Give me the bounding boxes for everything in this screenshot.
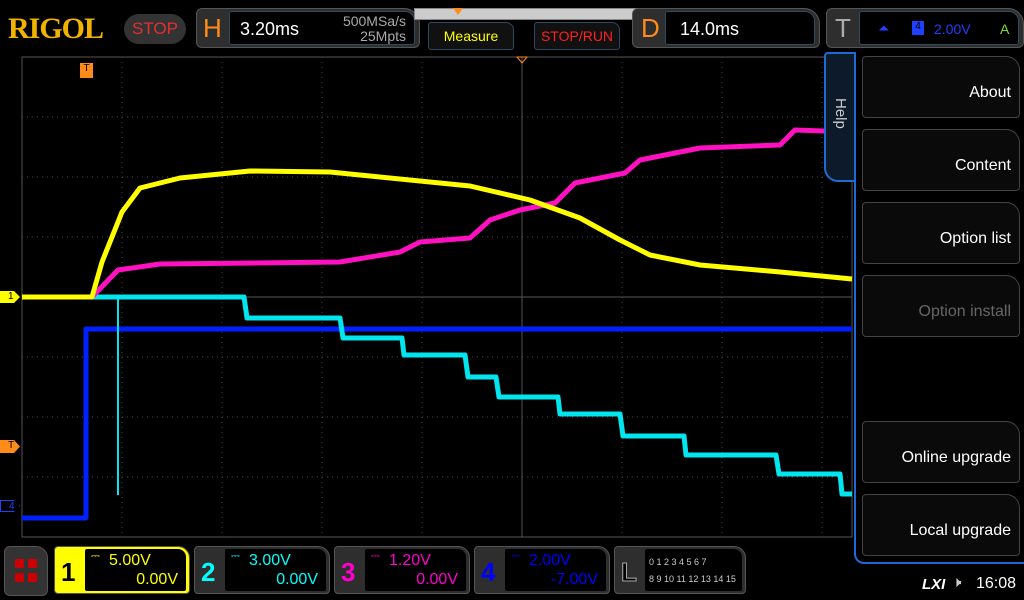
dc-coupling-icon: ⎓ bbox=[91, 550, 100, 562]
d-label: D bbox=[641, 13, 660, 43]
memory-depth: 25Mpts bbox=[360, 28, 406, 44]
timebase: 3.20ms bbox=[240, 19, 300, 39]
dc-coupling-icon: ⎓ bbox=[511, 550, 520, 562]
trigger-point-icon bbox=[515, 56, 529, 64]
menu-item-online-upgrade[interactable]: Online upgrade bbox=[862, 421, 1020, 483]
ch4-trace bbox=[22, 326, 852, 521]
channel-4-panel[interactable]: 4 ⎓ 2.00V -7.00V bbox=[474, 546, 610, 594]
ch4-offset-marker[interactable]: 4 bbox=[0, 500, 20, 512]
run-state-badge[interactable]: STOP bbox=[124, 14, 186, 44]
menu-item-about[interactable]: About bbox=[862, 56, 1020, 118]
clock: 16:08 bbox=[976, 575, 1017, 592]
channel-offset: -7.00V bbox=[550, 571, 598, 588]
delay-value: 14.0ms bbox=[680, 19, 740, 39]
sample-rate: 500MSa/s bbox=[342, 13, 406, 29]
channel-offset: 0.00V bbox=[276, 571, 318, 588]
ch2-trace bbox=[22, 294, 852, 497]
channel-number: 1 bbox=[61, 557, 76, 587]
dc-coupling-icon: ⎓ bbox=[371, 550, 380, 562]
channel-number: 2 bbox=[201, 557, 216, 587]
rigol-logo: RIGOL bbox=[8, 12, 104, 45]
logic-channels-8-15: 8 9 10 11 12 13 14 15 bbox=[649, 574, 736, 584]
t-label: T bbox=[835, 13, 851, 43]
menu-item-option-list[interactable]: Option list bbox=[862, 202, 1020, 264]
help-tab[interactable]: Help bbox=[824, 52, 856, 182]
channel-1-panel[interactable]: 1 ⎓ 5.00V 0.00V bbox=[54, 546, 190, 594]
channel-offset: 0.00V bbox=[416, 571, 458, 588]
ch4-icon: 4 bbox=[912, 21, 924, 35]
logic-channels-0-7: 0 1 2 3 4 5 6 7 bbox=[649, 557, 707, 567]
menu-item-local-upgrade[interactable]: Local upgrade bbox=[862, 494, 1020, 556]
channel-offset: 0.00V bbox=[136, 571, 178, 588]
trigger-panel[interactable]: T ⏶ 4 2.00V A bbox=[826, 8, 1024, 48]
trigger-time-marker[interactable]: T bbox=[80, 63, 93, 78]
ch1-offset-marker[interactable]: 1 bbox=[0, 291, 20, 303]
delay-panel[interactable]: D 14.0ms bbox=[632, 8, 820, 48]
speaker-muted-icon[interactable]: 🕨 bbox=[952, 574, 962, 591]
channel-scale: 2.00V bbox=[529, 552, 571, 569]
measure-button[interactable]: Measure bbox=[428, 22, 514, 50]
channel-scale: 5.00V bbox=[109, 552, 151, 569]
lxi-icon: LXI bbox=[922, 576, 946, 593]
dc-coupling-icon: ⎓ bbox=[231, 550, 240, 562]
menu-item-option-install: Option install bbox=[862, 275, 1020, 337]
h-label: H bbox=[203, 13, 222, 43]
menu-item-content[interactable]: Content bbox=[862, 129, 1020, 191]
ch1-trace bbox=[22, 168, 853, 300]
horizontal-panel[interactable]: H 3.20ms 500MSa/s 25Mpts bbox=[196, 8, 420, 48]
help-tab-label: Help bbox=[832, 98, 849, 129]
channel-2-panel[interactable]: 2 ⎓ 3.00V 0.00V bbox=[194, 546, 330, 594]
channel-3-panel[interactable]: 3 ⎓ 1.20V 0.00V bbox=[334, 546, 470, 594]
stop-run-button[interactable]: STOP/RUN bbox=[534, 22, 620, 50]
logic-label: L bbox=[621, 557, 638, 588]
logic-panel[interactable]: L 0 1 2 3 4 5 6 7 8 9 10 11 12 13 14 15 bbox=[614, 546, 746, 594]
channel-scale: 1.20V bbox=[389, 552, 431, 569]
trigger-level: 2.00V bbox=[934, 21, 971, 37]
channel-scale: 3.00V bbox=[249, 552, 291, 569]
ch3-trace bbox=[22, 127, 853, 300]
rising-edge-icon: ⏶ bbox=[878, 20, 890, 36]
main-menu-button[interactable] bbox=[4, 546, 48, 596]
channel-number: 4 bbox=[481, 557, 496, 587]
trigger-mode: A bbox=[1000, 21, 1010, 37]
channel-number: 3 bbox=[341, 557, 356, 587]
trigger-level-marker[interactable]: T bbox=[0, 440, 20, 453]
help-menu: Help bbox=[824, 52, 1024, 564]
trigger-position-icon bbox=[453, 8, 463, 15]
